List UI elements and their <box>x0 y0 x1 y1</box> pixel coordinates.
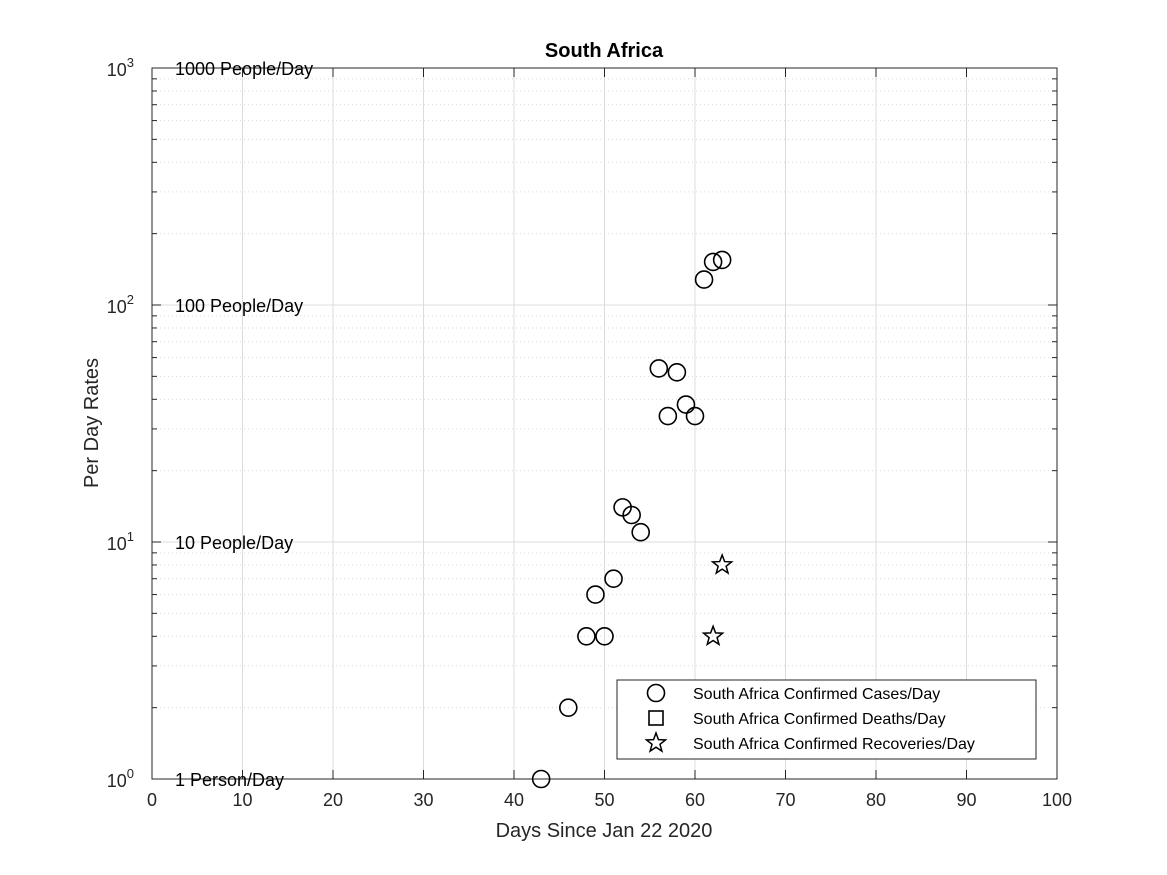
data-points <box>531 250 734 789</box>
star-data-point <box>710 552 734 575</box>
axis-ticks <box>151 67 1058 780</box>
x-axis-label: Days Since Jan 22 2020 <box>496 820 713 842</box>
chart-title: South Africa <box>545 40 664 62</box>
circle-data-point <box>531 769 551 789</box>
circle-data-point <box>558 698 578 717</box>
circle-data-point <box>595 627 614 646</box>
legend-marker-square <box>648 710 664 726</box>
legend-label: South Africa Confirmed Recoveries/Day <box>693 736 975 753</box>
reference-label: 1 Person/Day <box>175 770 284 790</box>
x-tick-label: 40 <box>504 790 524 810</box>
x-tick-label: 60 <box>685 790 705 810</box>
circle-data-point <box>631 522 651 542</box>
x-tick-label: 100 <box>1042 790 1072 810</box>
y-tick-label: 103 <box>107 55 134 80</box>
circle-data-point <box>649 359 669 378</box>
legend-box <box>616 679 1037 760</box>
x-tick-label: 20 <box>323 790 343 810</box>
circle-data-point <box>622 505 641 525</box>
legend: South Africa Confirmed Cases/Day South Af… <box>616 679 1037 760</box>
y-tick-label: 102 <box>107 292 134 317</box>
star-data-point <box>701 624 725 647</box>
circle-data-point <box>685 406 705 426</box>
x-tick-label: 10 <box>232 790 252 810</box>
x-tick-label: 70 <box>775 790 795 810</box>
circle-data-point <box>667 363 687 382</box>
x-tick-labels: 0 10 20 30 40 50 60 70 80 90 100 <box>147 790 1072 810</box>
x-tick-label: 90 <box>956 790 976 810</box>
circle-data-point <box>586 585 605 604</box>
circle-data-point <box>604 569 623 589</box>
reference-label: 100 People/Day <box>175 296 303 316</box>
x-tick-label: 80 <box>866 790 886 810</box>
x-tick-label: 30 <box>413 790 433 810</box>
x-tick-label: 0 <box>147 790 157 810</box>
reference-label: 1000 People/Day <box>175 59 313 79</box>
y-tick-label: 101 <box>107 529 134 554</box>
circle-data-point <box>712 250 732 270</box>
circle-data-point <box>703 252 723 272</box>
circle-data-point <box>658 406 678 426</box>
legend-marker-circle <box>646 683 666 703</box>
reference-labels: 1 Person/Day 10 People/Day 100 People/Day 1… <box>175 59 313 790</box>
x-tick-label: 50 <box>594 790 614 810</box>
reference-label: 10 People/Day <box>175 533 293 553</box>
legend-label: South Africa Confirmed Cases/Day <box>693 686 940 703</box>
y-tick-labels: 100 101 102 103 <box>107 55 134 791</box>
circle-data-point <box>694 270 714 289</box>
y-axis-label: Per Day Rates <box>81 358 103 488</box>
legend-marker-star <box>644 730 668 753</box>
y-tick-label: 100 <box>107 766 134 791</box>
legend-label: South Africa Confirmed Deaths/Day <box>693 711 946 728</box>
circle-data-point <box>676 395 696 414</box>
circle-data-point <box>577 627 596 646</box>
